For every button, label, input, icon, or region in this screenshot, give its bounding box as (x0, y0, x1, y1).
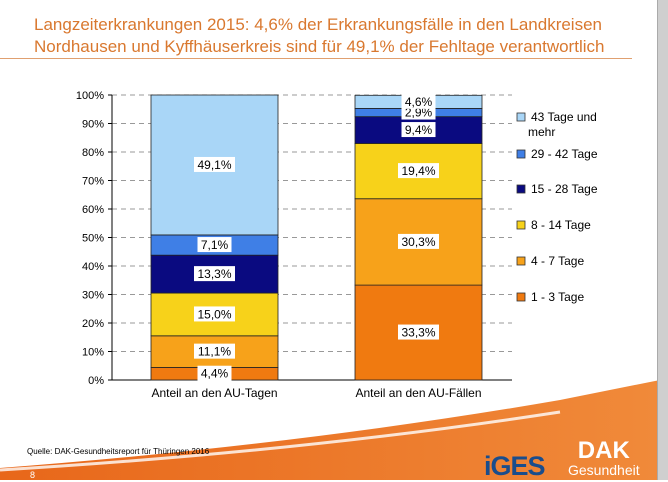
data-label-box (401, 122, 436, 138)
dak-logo-subtext: Gesundheit (568, 462, 640, 478)
dak-logo: DAK Gesundheit (568, 437, 640, 479)
y-tick-label: 70% (82, 176, 104, 188)
y-tick-label: 50% (82, 233, 104, 245)
legend-label: 15 - 28 Tage (531, 182, 598, 196)
data-label-box (194, 266, 235, 282)
title-line-2: Nordhausen und Kyffhäuserkreis sind für … (34, 37, 605, 56)
title-line-1: Langzeiterkrankungen 2015: 4,6% der Erkr… (34, 15, 602, 34)
page-number: 8 (30, 470, 36, 480)
data-label: 2,9% (405, 106, 433, 120)
data-label-box (398, 163, 439, 179)
dak-logo-text: DAK (577, 437, 630, 464)
data-label-box (398, 233, 439, 249)
data-label-box (398, 324, 439, 340)
legend-swatch (516, 112, 526, 122)
data-label-box (401, 93, 436, 109)
source-note: Quelle: DAK-Gesundheitsreport für Thürin… (27, 447, 210, 456)
legend-label: 4 - 7 Tage (531, 254, 584, 268)
data-label-box (194, 306, 235, 322)
slide-title: Langzeiterkrankungen 2015: 4,6% der Erkr… (34, 14, 634, 58)
legend-label: 8 - 14 Tage (531, 218, 591, 232)
data-label: 11,1% (198, 345, 231, 359)
title-divider (0, 58, 632, 59)
y-tick-label: 90% (82, 119, 104, 131)
legend-label: 43 Tage und mehr (528, 110, 597, 139)
legend-swatch (516, 256, 526, 266)
y-tick-label: 60% (82, 204, 104, 216)
data-label: 4,6% (405, 95, 433, 109)
iges-logo: iGES (484, 451, 546, 481)
data-label: 19,4% (401, 164, 435, 178)
legend-swatch (516, 292, 526, 302)
x-category-label: Anteil an den AU-Fällen (355, 386, 481, 400)
data-label: 33,3% (401, 326, 435, 340)
legend-swatch (516, 184, 526, 194)
data-label-box (197, 237, 232, 253)
legend-swatch (516, 149, 526, 159)
y-tick-label: 100% (76, 90, 104, 102)
legend-label: 29 - 42 Tage (531, 147, 598, 161)
y-tick-label: 30% (82, 290, 104, 302)
data-label-box (194, 343, 235, 359)
data-label: 13,3% (197, 267, 231, 281)
x-category-label: Anteil an den AU-Tagen (151, 386, 277, 400)
legend-label: 1 - 3 Tage (531, 290, 584, 304)
data-label: 7,1% (201, 238, 229, 252)
legend-swatch (516, 220, 526, 230)
data-label: 9,4% (405, 123, 433, 137)
y-tick-label: 80% (82, 147, 104, 159)
data-label: 30,3% (401, 235, 435, 249)
data-label: 4,4% (201, 367, 229, 381)
data-label-box (194, 156, 235, 172)
y-tick-label: 0% (88, 375, 104, 387)
y-tick-label: 40% (82, 261, 104, 273)
footer-swoosh (0, 380, 660, 480)
data-label: 49,1% (197, 158, 231, 172)
data-label: 15,0% (197, 307, 231, 321)
y-tick-label: 20% (82, 318, 104, 330)
y-tick-label: 10% (82, 347, 104, 359)
data-label-box (197, 365, 232, 381)
window-edge-scrollbar[interactable] (657, 0, 668, 480)
